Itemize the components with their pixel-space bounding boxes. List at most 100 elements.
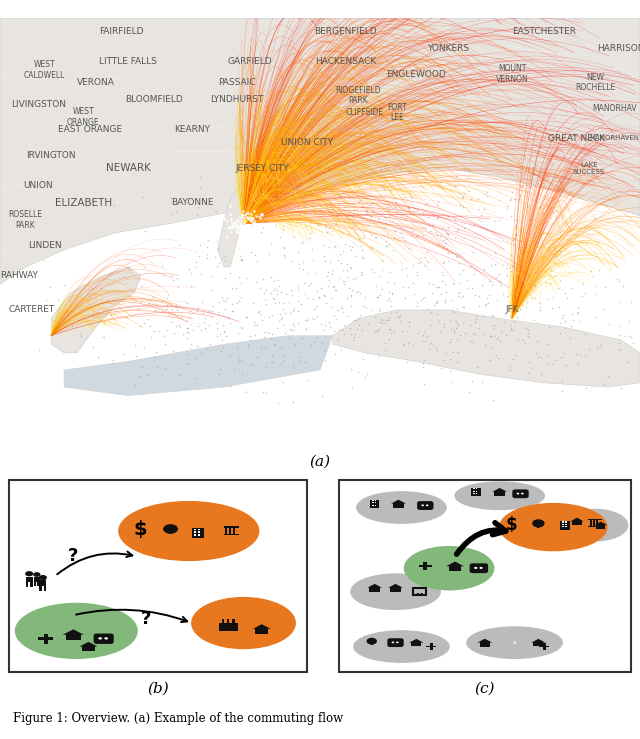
Point (420, 222, 430, 234)
Point (234, 351, 244, 363)
Point (272, 288, 282, 300)
Point (500, 329, 511, 341)
Point (593, 264, 604, 276)
Point (88, 309, 99, 321)
Point (227, 299, 237, 310)
Point (378, 254, 388, 266)
Point (190, 261, 200, 273)
FancyBboxPatch shape (93, 633, 114, 644)
Point (365, 241, 376, 253)
Point (276, 312, 287, 324)
Point (378, 181, 388, 193)
Point (324, 316, 334, 327)
Point (293, 280, 303, 292)
Point (470, 316, 481, 328)
Point (405, 187, 415, 199)
Point (307, 277, 317, 289)
Point (443, 228, 453, 240)
Point (384, 286, 394, 298)
Point (250, 217, 260, 229)
Point (431, 297, 441, 309)
Point (211, 205, 221, 217)
Point (168, 274, 179, 286)
Point (106, 309, 116, 321)
Point (222, 215, 232, 227)
Point (162, 292, 172, 304)
Ellipse shape (562, 509, 628, 541)
Point (235, 219, 245, 231)
Point (238, 205, 248, 217)
Point (504, 262, 515, 273)
Point (241, 311, 251, 323)
Point (432, 154, 442, 166)
Point (523, 200, 533, 212)
Point (180, 358, 191, 370)
Bar (394, 503, 404, 508)
Bar (255, 628, 268, 633)
Point (486, 330, 496, 342)
Point (320, 290, 330, 302)
Point (220, 296, 230, 307)
Point (228, 364, 239, 375)
Point (459, 187, 469, 199)
Point (279, 350, 289, 362)
Point (358, 353, 368, 365)
Point (435, 327, 445, 338)
FancyBboxPatch shape (10, 480, 307, 672)
Point (331, 313, 341, 325)
Point (483, 185, 493, 197)
Point (398, 231, 408, 243)
Point (250, 316, 260, 328)
Point (509, 277, 519, 289)
Point (245, 211, 255, 222)
Point (248, 218, 258, 230)
Point (184, 327, 195, 339)
Point (246, 208, 256, 220)
Point (519, 290, 529, 302)
Point (262, 326, 273, 338)
Point (246, 211, 257, 223)
Point (212, 235, 223, 247)
Point (527, 290, 537, 302)
Point (376, 283, 387, 295)
Point (420, 259, 431, 270)
Point (246, 232, 256, 244)
Text: IRVINGTON: IRVINGTON (26, 151, 76, 160)
Point (243, 233, 253, 245)
Point (548, 291, 558, 303)
Point (449, 325, 459, 337)
Circle shape (105, 641, 108, 643)
Point (154, 326, 164, 338)
Bar (66, 634, 81, 640)
Point (439, 354, 449, 366)
Point (404, 320, 415, 332)
Point (463, 282, 474, 293)
Point (213, 214, 223, 226)
Point (387, 288, 397, 300)
Point (552, 282, 563, 293)
Point (324, 222, 334, 234)
Point (439, 321, 449, 333)
Point (244, 204, 255, 216)
Point (331, 218, 341, 230)
Point (257, 208, 267, 219)
Point (312, 310, 323, 321)
Point (350, 251, 360, 262)
Point (588, 270, 598, 282)
Point (345, 261, 355, 273)
Bar (589, 520, 591, 525)
Point (623, 315, 634, 327)
Point (93, 350, 103, 362)
Point (139, 342, 149, 354)
Point (243, 213, 253, 225)
Point (167, 316, 177, 327)
Point (368, 205, 378, 217)
Point (507, 186, 517, 198)
Point (232, 214, 242, 226)
Point (321, 222, 331, 234)
Point (524, 330, 534, 342)
Point (292, 246, 303, 258)
Point (614, 296, 625, 307)
Point (248, 205, 259, 217)
Point (467, 375, 477, 386)
